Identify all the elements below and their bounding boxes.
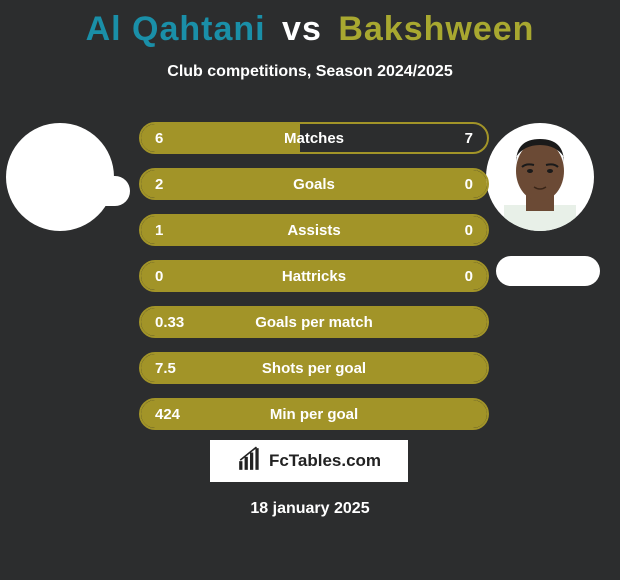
date: 18 january 2025 <box>0 500 620 518</box>
stat-label: Min per goal <box>195 406 433 423</box>
stat-right-value: 0 <box>433 268 487 285</box>
stat-left-value: 7.5 <box>141 360 195 377</box>
stat-label: Hattricks <box>195 268 433 285</box>
stat-label: Assists <box>195 222 433 239</box>
stat-row: 0 Hattricks 0 <box>139 260 489 292</box>
stat-row: 1 Assists 0 <box>139 214 489 246</box>
comparison-title: Al Qahtani vs Bakshween <box>0 0 620 49</box>
stat-left-value: 1 <box>141 222 195 239</box>
stat-right-value: 0 <box>433 222 487 239</box>
stat-right-value: 0 <box>433 176 487 193</box>
player2-avatar <box>486 123 594 231</box>
stat-label: Matches <box>195 130 433 147</box>
stat-left-value: 6 <box>141 130 195 147</box>
subtitle: Club competitions, Season 2024/2025 <box>0 63 620 81</box>
stat-label: Shots per goal <box>195 360 433 377</box>
stat-rows: 6 Matches 7 2 Goals 0 1 Assists 0 0 Hatt… <box>139 122 489 444</box>
watermark-text: FcTables.com <box>269 451 381 471</box>
stat-label: Goals <box>195 176 433 193</box>
stat-left-value: 0 <box>141 268 195 285</box>
stat-row: 6 Matches 7 <box>139 122 489 154</box>
chart-icon <box>237 446 263 477</box>
player1-name-pill <box>10 176 130 206</box>
stat-left-value: 424 <box>141 406 195 423</box>
watermark: FcTables.com <box>210 440 408 482</box>
stat-left-value: 2 <box>141 176 195 193</box>
vs-text: vs <box>282 10 322 48</box>
stat-left-value: 0.33 <box>141 314 195 331</box>
player2-name-pill <box>496 256 600 286</box>
stat-row: 2 Goals 0 <box>139 168 489 200</box>
stat-row: 424 Min per goal <box>139 398 489 430</box>
player2-name: Bakshween <box>338 10 534 48</box>
stat-row: 0.33 Goals per match <box>139 306 489 338</box>
stat-row: 7.5 Shots per goal <box>139 352 489 384</box>
player1-name: Al Qahtani <box>86 10 266 48</box>
stat-label: Goals per match <box>195 314 433 331</box>
stat-right-value: 7 <box>433 130 487 147</box>
